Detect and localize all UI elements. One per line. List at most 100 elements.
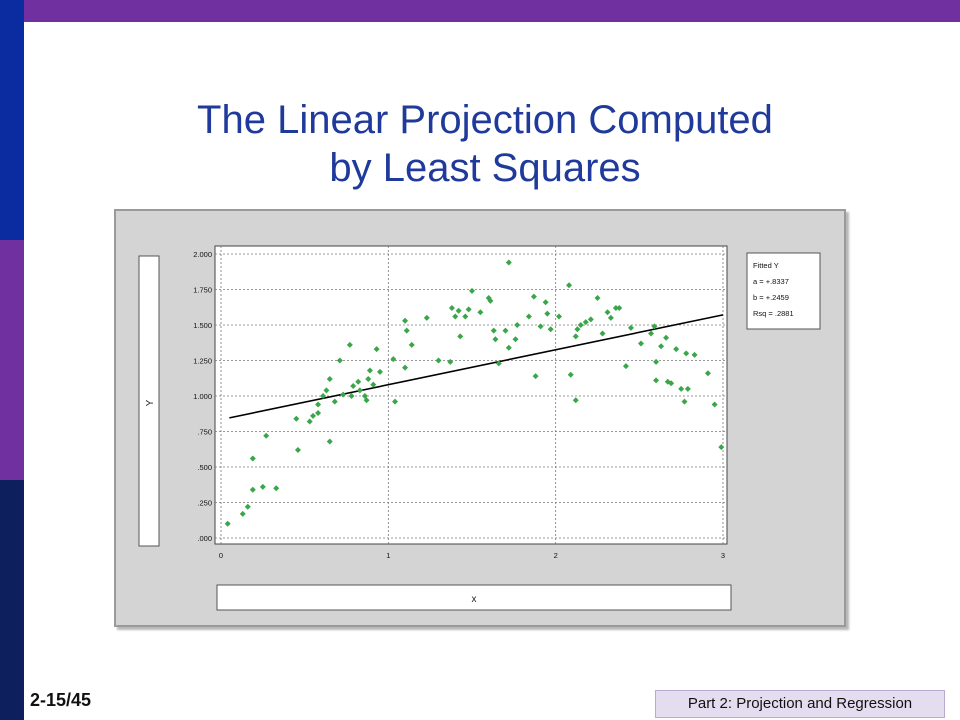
- data-point-100: [711, 401, 718, 408]
- footer-label: Part 2: Projection and Regression: [655, 690, 945, 718]
- data-point-46: [462, 313, 469, 320]
- data-point-14: [320, 393, 327, 399]
- data-point-99: [704, 370, 711, 377]
- data-point-47: [465, 306, 472, 313]
- data-point-57: [505, 344, 512, 351]
- data-point-39: [423, 314, 430, 321]
- x-tick-label-0: 0: [219, 551, 223, 560]
- y-tick-label-7: 1.750: [193, 286, 212, 295]
- data-point-40: [435, 357, 442, 364]
- data-point-64: [542, 299, 549, 306]
- top-accent-bar: [24, 0, 960, 22]
- data-point-76: [594, 295, 601, 302]
- data-point-25: [356, 387, 363, 394]
- data-point-37: [403, 327, 410, 334]
- x-label-box: [216, 584, 732, 611]
- y-tick-label-3: .750: [197, 428, 212, 437]
- data-point-101: [718, 444, 725, 451]
- data-point-92: [668, 380, 675, 387]
- data-point-38: [408, 341, 415, 348]
- x-tick-label-3: 3: [721, 551, 725, 560]
- data-point-35: [402, 364, 409, 371]
- data-point-48: [469, 287, 475, 294]
- data-point-74: [582, 319, 589, 326]
- data-point-41: [447, 358, 454, 365]
- data-point-56: [505, 259, 512, 266]
- slide-number: 2-15/45: [30, 690, 92, 710]
- data-point-29: [366, 367, 373, 374]
- side-accent-bar-navy: [0, 480, 24, 720]
- fit-line-layer: [229, 314, 724, 419]
- data-point-51: [487, 297, 494, 304]
- legend-box: [746, 252, 821, 330]
- data-point-68: [566, 282, 573, 289]
- data-point-82: [622, 363, 629, 370]
- data-point-44: [455, 307, 462, 314]
- data-point-77: [599, 330, 606, 337]
- data-point-75: [587, 316, 594, 323]
- slide-title: The Linear Projection Computed by Least …: [130, 96, 840, 192]
- data-point-61: [530, 293, 537, 300]
- slide-title-line-2: by Least Squares: [329, 146, 641, 190]
- data-point-11: [310, 412, 317, 419]
- data-point-53: [492, 336, 499, 343]
- y-tick-label-1: .250: [197, 499, 212, 508]
- data-point-87: [653, 358, 660, 365]
- data-point-86: [651, 323, 658, 330]
- data-point-43: [452, 313, 459, 320]
- legend-title: Fitted Y: [753, 261, 779, 270]
- data-point-52: [490, 327, 497, 334]
- data-point-5: [259, 483, 266, 490]
- data-point-18: [331, 398, 338, 405]
- data-point-34: [392, 398, 399, 405]
- data-point-72: [574, 326, 581, 333]
- data-point-2: [244, 503, 251, 510]
- x-axis-label: x: [472, 594, 477, 605]
- x-tick-label-2: 2: [554, 551, 558, 560]
- data-point-19: [336, 357, 343, 364]
- data-point-70: [572, 333, 579, 340]
- side-accent-bar-blue: [0, 0, 24, 240]
- data-point-33: [390, 356, 397, 363]
- data-point-23: [350, 383, 357, 390]
- x-tick-label-1: 1: [386, 551, 390, 560]
- scatter-chart: Y x .000 .250 .500 .750 1.000 1.250 1.500 1.750…: [138, 245, 821, 611]
- data-point-93: [673, 346, 680, 353]
- data-point-90: [663, 334, 670, 341]
- data-point-20: [340, 391, 347, 398]
- data-point-7: [273, 485, 280, 492]
- legend-entry-rsq: Rsq = .2881: [753, 309, 794, 318]
- data-point-98: [691, 351, 698, 358]
- data-point-31: [373, 346, 380, 353]
- data-point-6: [263, 432, 270, 439]
- grid-lines: [215, 246, 727, 544]
- y-axis-label: Y: [145, 399, 156, 406]
- data-point-55: [502, 327, 509, 334]
- data-point-67: [556, 313, 563, 320]
- chart-panel: Y x .000 .250 .500 .750 1.000 1.250 1.500 1.750…: [114, 209, 846, 627]
- data-point-30: [370, 381, 377, 388]
- y-tick-label-2: .500: [197, 463, 212, 472]
- data-point-85: [648, 330, 655, 337]
- data-point-32: [376, 368, 383, 375]
- data-point-49: [477, 309, 484, 316]
- data-point-13: [315, 401, 322, 408]
- data-point-10: [306, 418, 313, 425]
- data-point-95: [681, 398, 688, 405]
- legend-entry-a: a = +.8337: [753, 277, 789, 286]
- slide-title-line-1: The Linear Projection Computed: [197, 98, 773, 142]
- data-point-36: [402, 317, 409, 324]
- data-point-3: [249, 486, 256, 493]
- y-tick-label-0: .000: [197, 534, 212, 543]
- data-point-16: [326, 375, 333, 382]
- data-point-88: [653, 377, 660, 384]
- data-point-69: [567, 371, 574, 378]
- plot-area: [214, 245, 728, 545]
- data-point-71: [572, 397, 579, 404]
- data-point-79: [607, 314, 614, 321]
- data-point-59: [514, 322, 521, 328]
- data-point-24: [355, 378, 362, 385]
- data-point-62: [532, 373, 539, 380]
- y-label-box: [138, 255, 160, 547]
- data-point-94: [678, 385, 685, 392]
